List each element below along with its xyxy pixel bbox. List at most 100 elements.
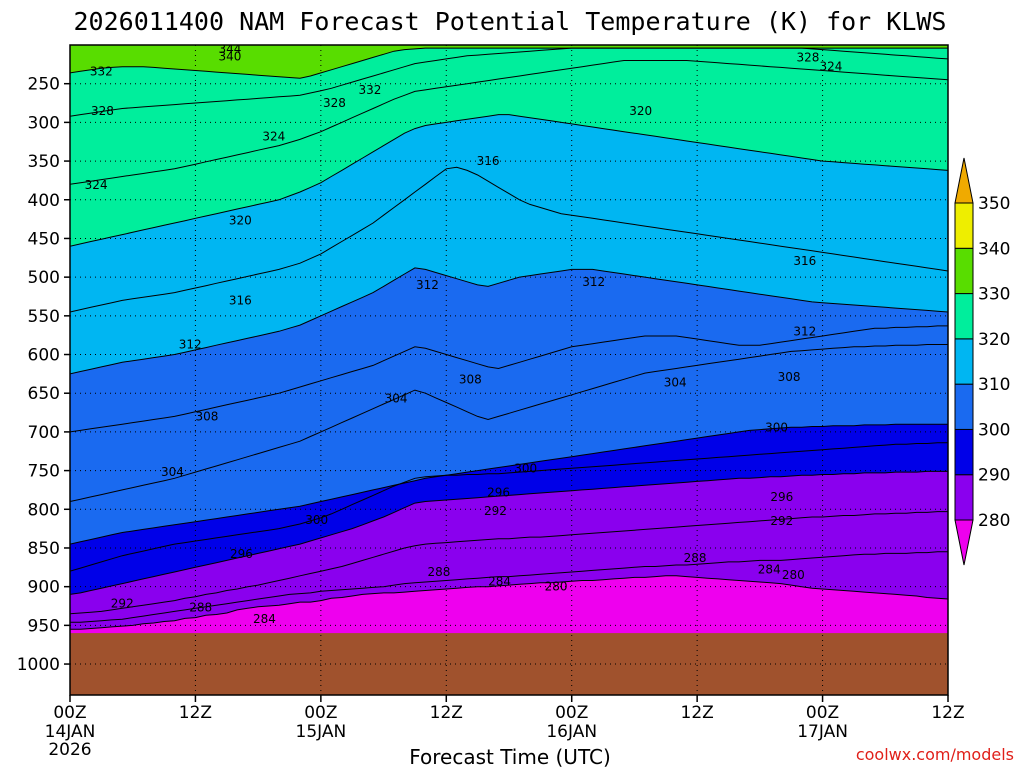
contour-label: 288 xyxy=(189,601,212,615)
contour-label: 304 xyxy=(161,465,184,479)
contour-label: 304 xyxy=(385,392,408,406)
contour-label: 280 xyxy=(782,568,805,582)
plot-frame xyxy=(69,44,949,696)
contour-label: 284 xyxy=(758,563,781,577)
y-tick-label: 600 xyxy=(28,346,60,366)
contour-label: 308 xyxy=(195,409,218,423)
x-date-label: 15JAN xyxy=(296,722,347,742)
isentrope-296 xyxy=(70,442,948,572)
contour-label: 288 xyxy=(684,551,707,565)
y-tick-label: 450 xyxy=(28,229,60,249)
colorbar-segment xyxy=(954,293,974,340)
x-tick-label: 12Z xyxy=(931,703,964,723)
contour-label: 344 xyxy=(218,42,241,56)
contour-label: 292 xyxy=(484,504,507,518)
contour-label: 320 xyxy=(229,214,252,228)
colorbar-label: 280 xyxy=(978,511,1010,531)
isentrope-304 xyxy=(70,344,948,502)
y-tick-label: 400 xyxy=(28,191,60,211)
chart-title: 2026011400 NAM Forecast Potential Temper… xyxy=(74,7,947,36)
contour-label: 340 xyxy=(218,50,241,64)
colorbar-label: 320 xyxy=(978,330,1010,350)
contour-label: 304 xyxy=(664,375,687,389)
contour-label: 312 xyxy=(179,337,202,351)
y-tick-label: 650 xyxy=(28,384,60,404)
y-tick-label: 1000 xyxy=(17,655,60,675)
contour-label: 316 xyxy=(229,293,252,307)
contour-label: 328 xyxy=(796,50,819,64)
isentrope-320 xyxy=(70,114,948,247)
y-axis: 250 300 350 400 450 500 550 600 650 700 750 800 850 9… xyxy=(17,75,70,675)
contour-label: 296 xyxy=(770,490,793,504)
y-tick-label: 800 xyxy=(28,500,60,520)
x-date-label: 16JAN xyxy=(546,722,597,742)
contour-label: 316 xyxy=(793,254,816,268)
ground-terrain xyxy=(70,633,948,695)
contour-label: 296 xyxy=(487,485,510,499)
x-tick-label: 12Z xyxy=(681,703,714,723)
isentrope-292 xyxy=(70,470,948,595)
contour-label: 312 xyxy=(416,278,439,292)
contour-label: 296 xyxy=(230,547,253,561)
y-tick-label: 550 xyxy=(28,307,60,327)
x-tick-label: 00Z xyxy=(555,703,588,723)
colorbar-segment-under xyxy=(954,519,974,566)
colorbar-label: 310 xyxy=(978,375,1010,395)
isentrope-316 xyxy=(70,166,948,313)
contour-label: 280 xyxy=(545,580,568,594)
colorbar-legend: 280 290 300 310 320 330 340 350 xyxy=(954,157,1010,566)
isentrope-300 xyxy=(70,423,948,545)
contour-label: 300 xyxy=(305,513,328,527)
isentrope-288 xyxy=(70,511,948,615)
x-date-label: 17JAN xyxy=(797,722,848,742)
x-tick-label: 12Z xyxy=(179,703,212,723)
contour-label: 332 xyxy=(359,83,382,97)
colorbar-segment xyxy=(954,247,974,295)
x-date-label: 14JAN xyxy=(45,722,96,742)
plot-area: 3443403323323283283283243243243203203163… xyxy=(69,42,949,696)
contour-label: 292 xyxy=(770,514,793,528)
isentrope-308 xyxy=(70,325,948,433)
colorbar-segment xyxy=(954,474,974,521)
x-axis-label: Forecast Time (UTC) xyxy=(409,745,611,768)
colorbar-segment-over xyxy=(954,157,974,204)
x-tick-label: 00Z xyxy=(53,703,86,723)
contour-label: 328 xyxy=(91,104,114,118)
colorbar-segment xyxy=(954,202,974,249)
isentrope-332 xyxy=(70,47,948,79)
colorbar-label: 300 xyxy=(978,420,1010,440)
y-tick-label: 750 xyxy=(28,462,60,482)
x-tick-label: 12Z xyxy=(430,703,463,723)
credit-text: coolwx.com/models xyxy=(856,745,1014,764)
isentrope-324 xyxy=(70,60,948,185)
isentrope-280 xyxy=(70,575,948,630)
colorbar-label: 340 xyxy=(978,239,1010,259)
colorbar-label: 330 xyxy=(978,285,1010,305)
contour-label: 324 xyxy=(262,129,285,143)
contour-label: 284 xyxy=(488,574,511,588)
y-tick-label: 700 xyxy=(28,423,60,443)
y-tick-label: 900 xyxy=(28,578,60,598)
colorbar-label: 350 xyxy=(978,194,1010,214)
contour-label: 300 xyxy=(765,420,788,434)
contour-label: 308 xyxy=(778,370,801,384)
colorbar-segment xyxy=(954,338,974,385)
colorbar-segment xyxy=(954,383,974,430)
contour-label: 316 xyxy=(477,154,500,168)
isentrope-284 xyxy=(70,551,948,623)
y-tick-label: 500 xyxy=(28,268,60,288)
y-tick-label: 250 xyxy=(28,75,60,95)
isentrope-312 xyxy=(70,267,948,375)
colorbar-segment xyxy=(954,428,974,476)
y-tick-label: 850 xyxy=(28,539,60,559)
contour-label: 324 xyxy=(819,60,842,74)
contour-label: 308 xyxy=(459,372,482,386)
contour-label: 300 xyxy=(514,461,537,475)
band-fill-332 xyxy=(70,45,948,79)
contour-label: 328 xyxy=(323,96,346,110)
colorbar-label: 290 xyxy=(978,466,1010,486)
contour-label: 324 xyxy=(85,178,108,192)
x-tick-label: 00Z xyxy=(304,703,337,723)
